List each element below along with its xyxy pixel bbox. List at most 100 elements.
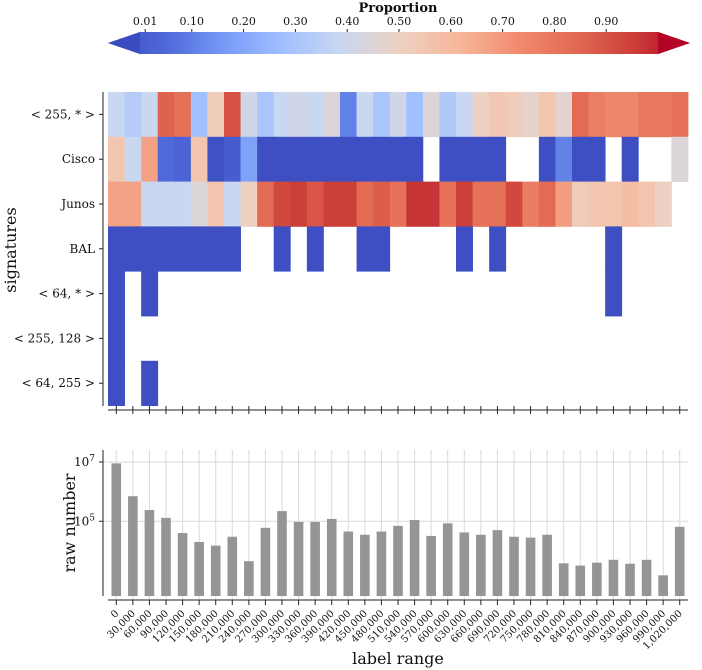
bar xyxy=(658,575,668,596)
heatmap-cell xyxy=(207,92,225,138)
heatmap-cell xyxy=(654,181,672,227)
heatmap-cell xyxy=(224,136,241,182)
heatmap-cell xyxy=(406,92,424,138)
heatmap-cell xyxy=(124,181,142,227)
heatmap-cell xyxy=(157,92,175,138)
colorbar-extend-high xyxy=(658,32,690,54)
heatmap-cell xyxy=(257,92,275,138)
heatmap: < 255, * > Cisco Junos BAL < 64, * > < 255, 1… xyxy=(1,92,689,414)
bar xyxy=(542,534,552,596)
heatmap-cell xyxy=(141,92,159,138)
heatmap-cell xyxy=(190,92,208,138)
bar xyxy=(492,530,503,596)
bar xyxy=(177,533,188,596)
heatmap-cell xyxy=(240,181,258,227)
heatmap-cell xyxy=(489,136,507,182)
heatmap-cell xyxy=(671,136,689,182)
heatmap-row-labels: < 255, * > Cisco Junos BAL < 64, * > < 255, 1… xyxy=(14,107,103,390)
heatmap-cell xyxy=(621,136,639,182)
bar xyxy=(641,559,652,596)
bar xyxy=(625,563,635,596)
heatmap-cell xyxy=(373,92,391,138)
heatmap-cell xyxy=(456,136,473,182)
heatmap-cell xyxy=(555,92,573,138)
heatmap-cell xyxy=(108,226,125,272)
heatmap-cell xyxy=(356,226,374,272)
bar xyxy=(326,518,337,596)
heatmap-cell xyxy=(605,181,623,227)
heatmap-cell xyxy=(456,226,473,272)
heatmap-cell xyxy=(257,181,275,227)
heatmap-cell xyxy=(572,136,589,182)
heatmap-cell xyxy=(190,136,208,182)
heatmap-cell xyxy=(323,136,341,182)
heatmap-row-label: Junos xyxy=(59,197,95,211)
heatmap-row-label: < 64, * > xyxy=(38,287,95,301)
bar xyxy=(360,534,370,596)
bar xyxy=(210,545,221,596)
bar-y-tick-label: 105 xyxy=(74,513,95,528)
heatmap-cell xyxy=(174,92,192,138)
heatmap-cell xyxy=(538,92,556,138)
heatmap-cell xyxy=(356,181,374,227)
colorbar-label: Proportion xyxy=(359,1,439,16)
bar xyxy=(674,526,685,596)
heatmap-cell xyxy=(174,226,192,272)
heatmap-cell xyxy=(124,226,142,272)
heatmap-cell xyxy=(207,136,225,182)
heatmap-cell xyxy=(356,92,374,138)
heatmap-cell xyxy=(340,136,357,182)
heatmap-cell xyxy=(124,136,142,182)
heatmap-cell xyxy=(439,181,457,227)
heatmap-cell xyxy=(323,181,341,227)
heatmap-row-label: < 64, 255 > xyxy=(21,376,95,390)
heatmap-cell xyxy=(306,226,324,272)
heatmap-cell xyxy=(257,136,275,182)
heatmap-cell xyxy=(207,226,225,272)
bar xyxy=(558,563,569,596)
heatmap-cell xyxy=(273,92,291,138)
bar xyxy=(393,525,403,596)
bar xyxy=(442,523,453,596)
colorbar-tick-label: 0.40 xyxy=(335,15,360,28)
heatmap-cell xyxy=(306,181,324,227)
heatmap-cell xyxy=(505,181,523,227)
heatmap-cell xyxy=(290,136,308,182)
heatmap-cell xyxy=(273,226,291,272)
heatmap-cell xyxy=(456,92,473,138)
bar xyxy=(409,520,420,596)
colorbar-extend-low xyxy=(108,32,140,54)
heatmap-cell xyxy=(356,136,374,182)
heatmap-cell xyxy=(108,92,125,138)
heatmap-cell xyxy=(621,181,639,227)
colorbar-tick-label: 0.80 xyxy=(542,15,567,28)
heatmap-row-label: Cisco xyxy=(62,152,95,166)
heatmap-cell xyxy=(273,136,291,182)
bar xyxy=(509,536,519,596)
bar xyxy=(476,534,486,596)
heatmap-x-ticks xyxy=(115,406,681,414)
colorbar-tick-label: 0.60 xyxy=(439,15,464,28)
heatmap-ylabel: signatures xyxy=(1,207,20,292)
heatmap-cell xyxy=(141,136,159,182)
heatmap-cell xyxy=(389,181,407,227)
heatmap-cell xyxy=(621,92,639,138)
bar xyxy=(343,531,354,596)
heatmap-cell xyxy=(157,226,175,272)
heatmap-cell xyxy=(638,92,656,138)
bar xyxy=(426,535,436,596)
heatmap-cell xyxy=(108,181,125,227)
heatmap-row-label: < 255, 128 > xyxy=(14,331,95,345)
heatmap-cell xyxy=(572,181,589,227)
heatmap-cells xyxy=(108,92,689,406)
bar xyxy=(111,463,122,596)
heatmap-cell xyxy=(224,226,241,272)
colorbar-tick-label: 0.50 xyxy=(387,15,412,28)
colorbar-tick-label: 0.01 xyxy=(133,15,158,28)
bar-ylabel: raw number xyxy=(60,473,79,572)
bar-xlabel: label range xyxy=(352,649,444,668)
bar xyxy=(376,531,387,596)
heatmap-cell xyxy=(389,136,407,182)
heatmap-cell xyxy=(273,181,291,227)
heatmap-cell xyxy=(538,181,556,227)
